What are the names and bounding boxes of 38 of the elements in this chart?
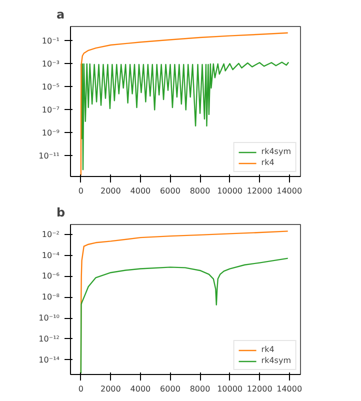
y-tick-label: 10⁻⁹ (42, 128, 60, 138)
line-series (80, 258, 288, 374)
legend-label: rk4 (261, 158, 276, 167)
y-tick-label: 10⁻¹¹ (38, 151, 60, 160)
x-tick-label: 12000 (246, 384, 272, 394)
x-tick-label: 0 (78, 186, 84, 196)
x-tick-label: 8000 (190, 186, 210, 196)
x-tick-label: 4000 (130, 384, 151, 394)
x-tick-label: 2000 (100, 186, 121, 196)
x-tick-label: 0 (78, 384, 84, 394)
x-tick-label: 6000 (160, 186, 180, 196)
legend-label: rk4sym (261, 356, 291, 365)
line-series (80, 32, 288, 176)
x-tick-label: 10000 (217, 186, 243, 196)
x-tick-label: 6000 (160, 384, 180, 394)
y-tick-label: 10⁻¹⁰ (38, 314, 60, 323)
y-tick-label: 10⁻³ (42, 59, 60, 68)
chart-title: a (56, 8, 65, 22)
x-tick-label: 4000 (130, 186, 151, 196)
y-tick-label: 10⁻⁵ (42, 82, 60, 92)
x-tick-label: 8000 (190, 384, 210, 394)
y-tick-label: 10⁻¹ (42, 36, 60, 46)
x-tick-label: 10000 (217, 384, 243, 394)
legend-label: rk4sym (261, 147, 291, 156)
x-tick-label: 2000 (100, 384, 121, 394)
y-tick-label: 10⁻¹⁴ (38, 355, 60, 364)
x-tick-label: 14000 (276, 186, 302, 196)
y-tick-label: 10⁻⁴ (42, 250, 60, 260)
chart-title: b (56, 206, 66, 220)
x-tick-label: 14000 (276, 384, 302, 394)
y-tick-label: 10⁻⁸ (42, 292, 60, 302)
y-tick-label: 10⁻¹² (38, 334, 60, 344)
y-tick-label: 10⁻⁷ (42, 105, 60, 114)
y-tick-label: 10⁻² (42, 230, 60, 239)
legend-label: rk4 (261, 345, 276, 354)
y-tick-label: 10⁻⁶ (42, 272, 60, 281)
line-series (80, 62, 290, 170)
x-tick-label: 12000 (246, 186, 272, 196)
